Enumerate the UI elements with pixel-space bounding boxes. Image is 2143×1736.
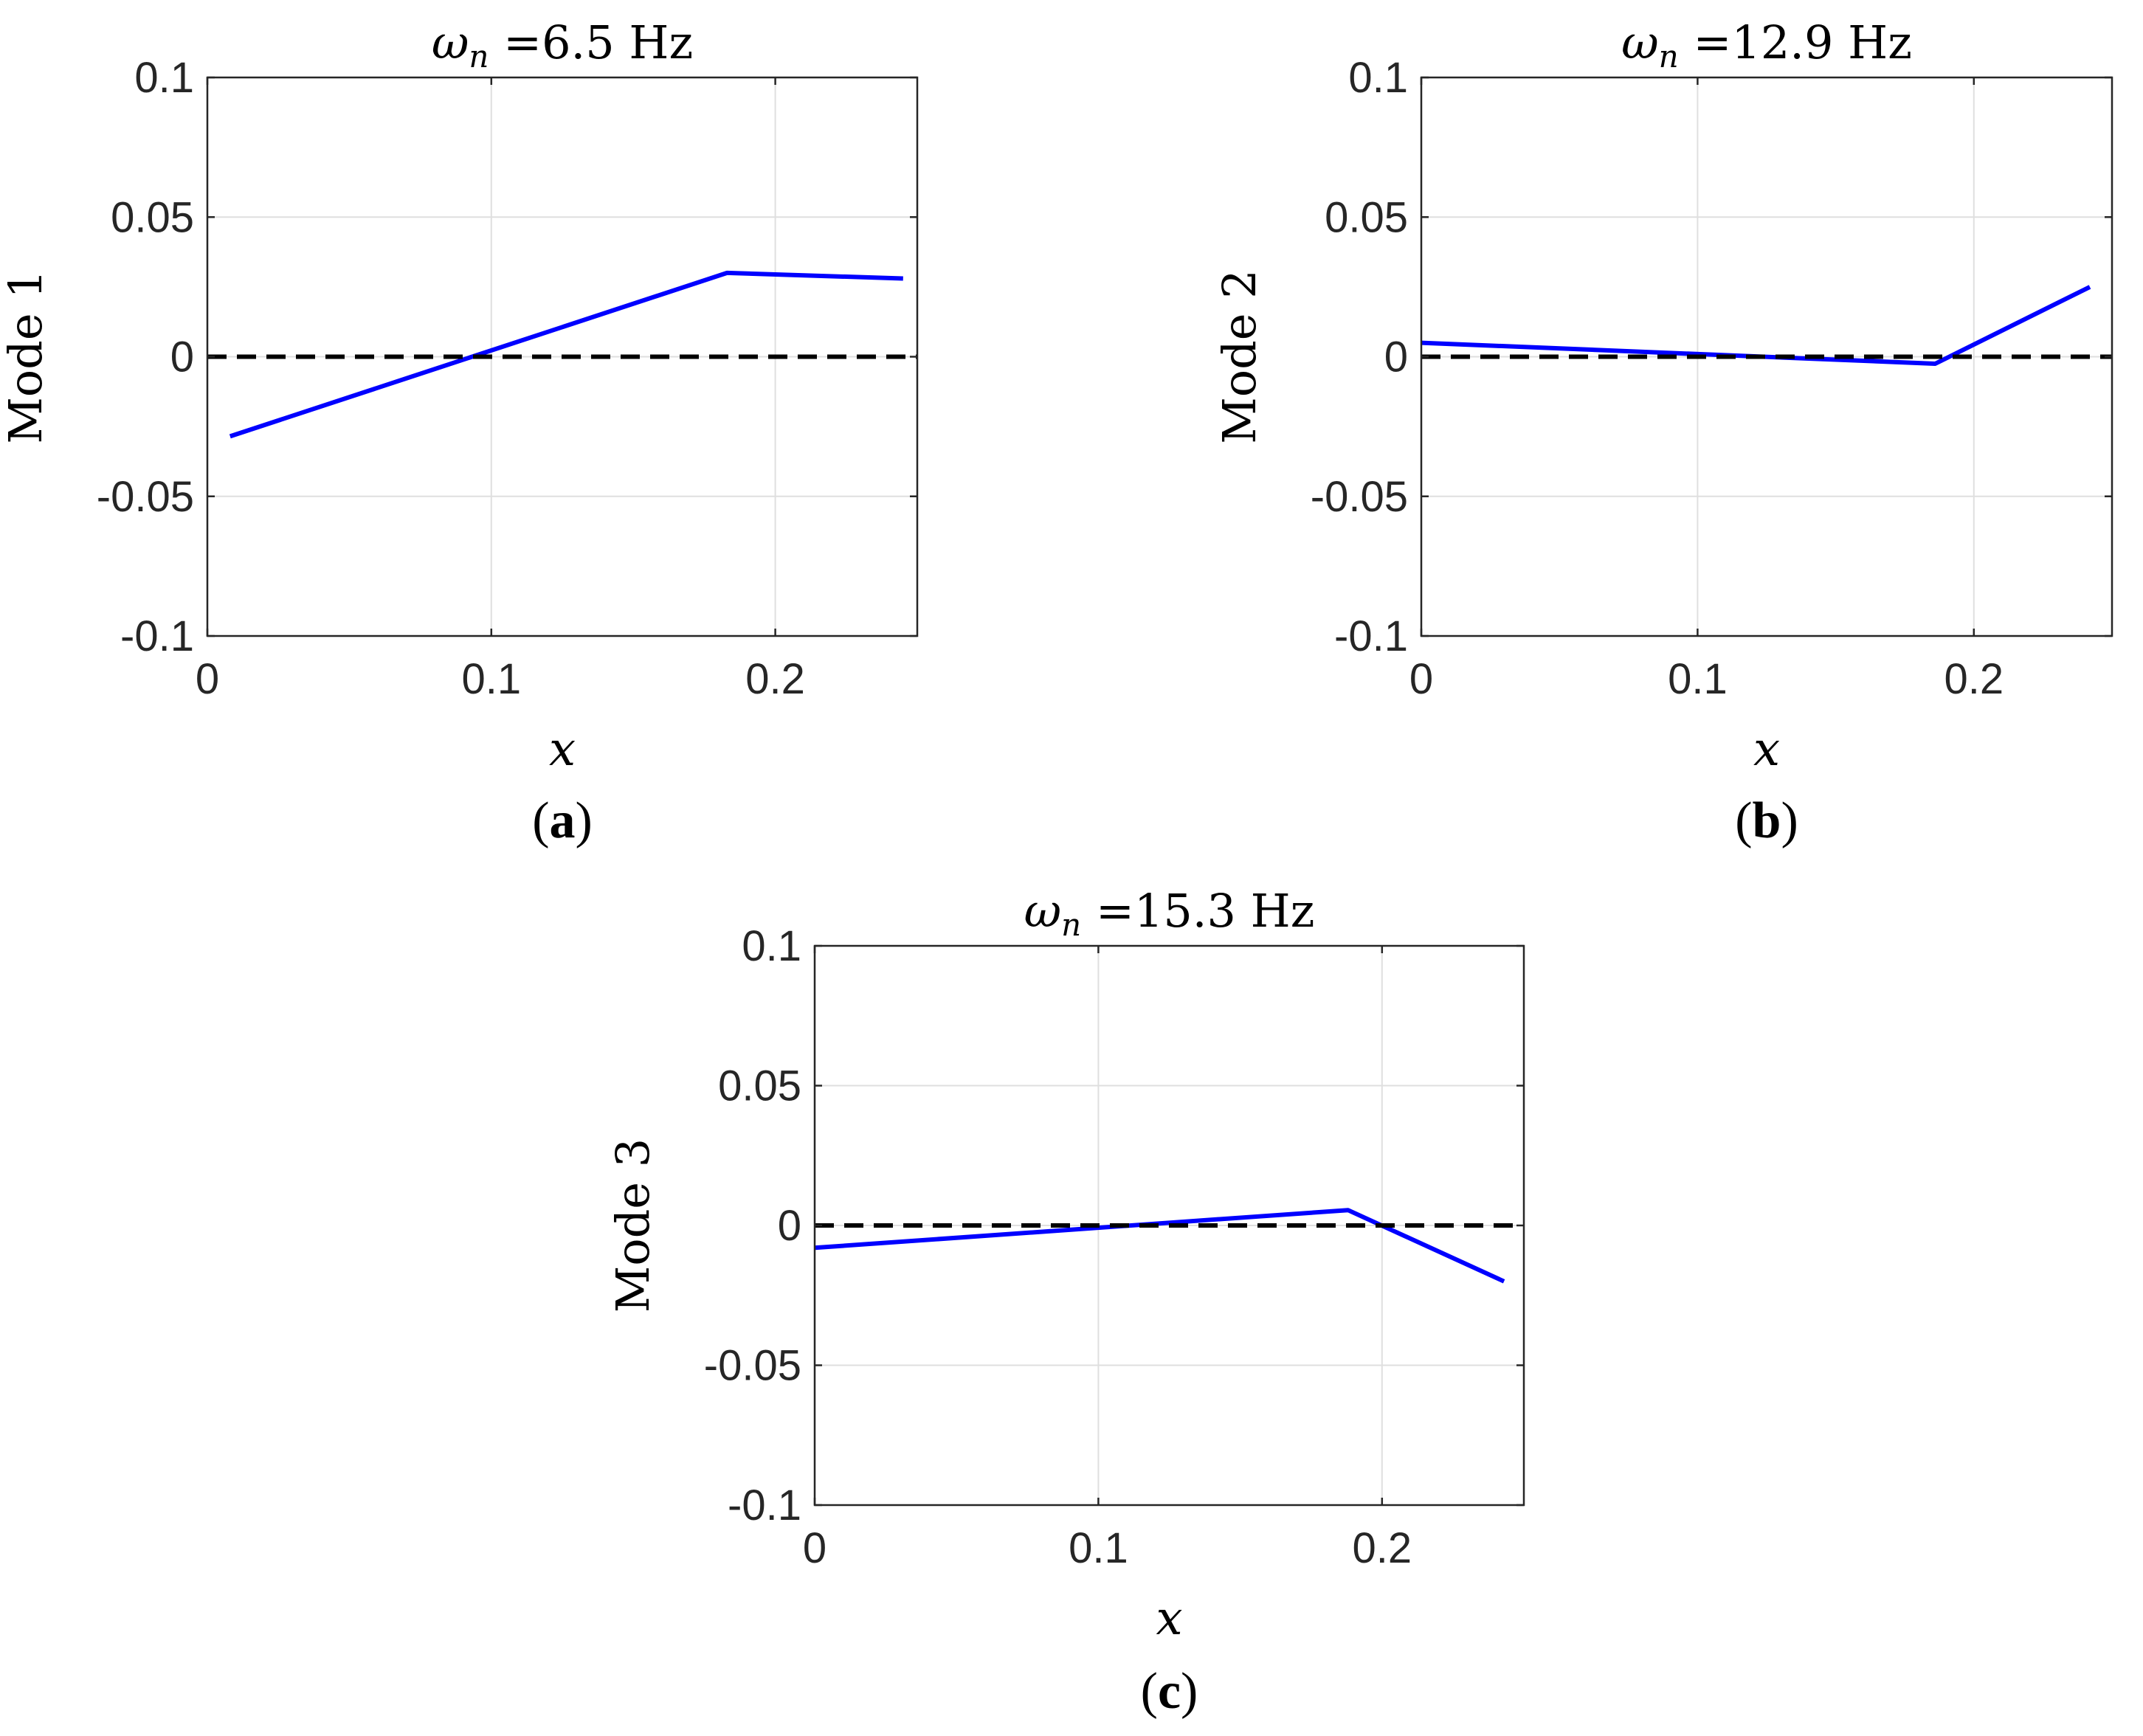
y-axis-label: Mode 3 <box>606 1138 660 1313</box>
title-frequency: =15.3 Hz <box>1081 884 1314 938</box>
y-tick-label: -0.05 <box>704 1342 801 1390</box>
panel-label-letter: b <box>1753 792 1781 849</box>
panel-label: (c) <box>1141 1663 1198 1720</box>
panel-label-close: ) <box>1181 1663 1198 1720</box>
y-tick-label: 0 <box>170 333 194 381</box>
chart-title: ωn =12.9 Hz <box>1621 15 1912 75</box>
chart-panel-c: 0 0.1 0.2 0.1 0.05 0 -0.05 -0.1 ωn =15.3 Hz Mode … <box>606 884 1525 1720</box>
y-tick-label: -0.1 <box>120 612 194 660</box>
chart-panel-b: 0 0.1 0.2 0.1 0.05 0 -0.05 -0.1 ωn =12.9 Hz Mode … <box>1212 15 2113 849</box>
mode-shape-line <box>1421 285 2091 366</box>
panel-label-open: ( <box>532 792 549 849</box>
y-tick-label: 0.1 <box>134 54 194 102</box>
panel-label-open: ( <box>1141 1663 1158 1720</box>
y-axis-label: Mode 1 <box>0 269 52 443</box>
mode-shape-line <box>814 1208 1505 1284</box>
title-omega-symbol: ω <box>432 15 469 69</box>
x-tick-label: 0 <box>196 655 219 703</box>
x-axis-label: x <box>1753 722 1780 777</box>
y-tick-label: 0 <box>778 1202 801 1250</box>
x-tick-label: 0.1 <box>1069 1524 1128 1572</box>
panel-label: (a) <box>532 792 593 849</box>
x-tick-label: 0 <box>1409 655 1433 703</box>
panel-label-letter: a <box>550 792 576 849</box>
panel-label-close: ) <box>1781 792 1798 849</box>
title-subscript: n <box>1061 907 1081 943</box>
x-axis-label: x <box>1156 1591 1182 1646</box>
panel-label: (b) <box>1735 792 1798 849</box>
title-subscript: n <box>1659 38 1679 75</box>
title-omega-symbol: ω <box>1024 884 1062 938</box>
y-tick-label: 0.05 <box>718 1062 801 1110</box>
y-tick-label: 0 <box>1384 333 1408 381</box>
y-axis-label: Mode 2 <box>1212 269 1266 443</box>
y-tick-label: -0.05 <box>97 473 194 521</box>
x-tick-label: 0.1 <box>461 655 521 703</box>
x-tick-label: 0.2 <box>745 655 805 703</box>
panel-label-open: ( <box>1735 792 1752 849</box>
y-tick-label: 0.1 <box>742 922 801 970</box>
chart-title: ωn =6.5 Hz <box>432 15 693 75</box>
x-axis-label: x <box>549 722 576 777</box>
panel-label-letter: c <box>1158 1663 1181 1720</box>
chart-title: ωn =15.3 Hz <box>1024 884 1315 943</box>
title-frequency: =12.9 Hz <box>1679 15 1912 69</box>
panel-label-close: ) <box>576 792 593 849</box>
chart-panel-a: 0 0.1 0.2 0.1 0.05 0 -0.05 -0.1 ωn =6.5 Hz Mode 1… <box>0 15 919 849</box>
x-tick-label: 0 <box>803 1524 827 1572</box>
x-tick-label: 0.2 <box>1944 655 2004 703</box>
x-tick-label: 0.2 <box>1352 1524 1412 1572</box>
y-tick-label: -0.05 <box>1311 473 1408 521</box>
mode-shape-line <box>229 270 903 439</box>
title-omega-symbol: ω <box>1621 15 1659 69</box>
y-tick-label: -0.1 <box>728 1481 801 1529</box>
title-subscript: n <box>469 38 489 75</box>
y-tick-label: 0.05 <box>1325 193 1408 241</box>
y-tick-label: 0.05 <box>111 193 194 241</box>
y-tick-label: -0.1 <box>1334 612 1408 660</box>
y-tick-label: 0.1 <box>1348 54 1408 102</box>
title-frequency: =6.5 Hz <box>489 15 693 69</box>
x-tick-label: 0.1 <box>1668 655 1728 703</box>
